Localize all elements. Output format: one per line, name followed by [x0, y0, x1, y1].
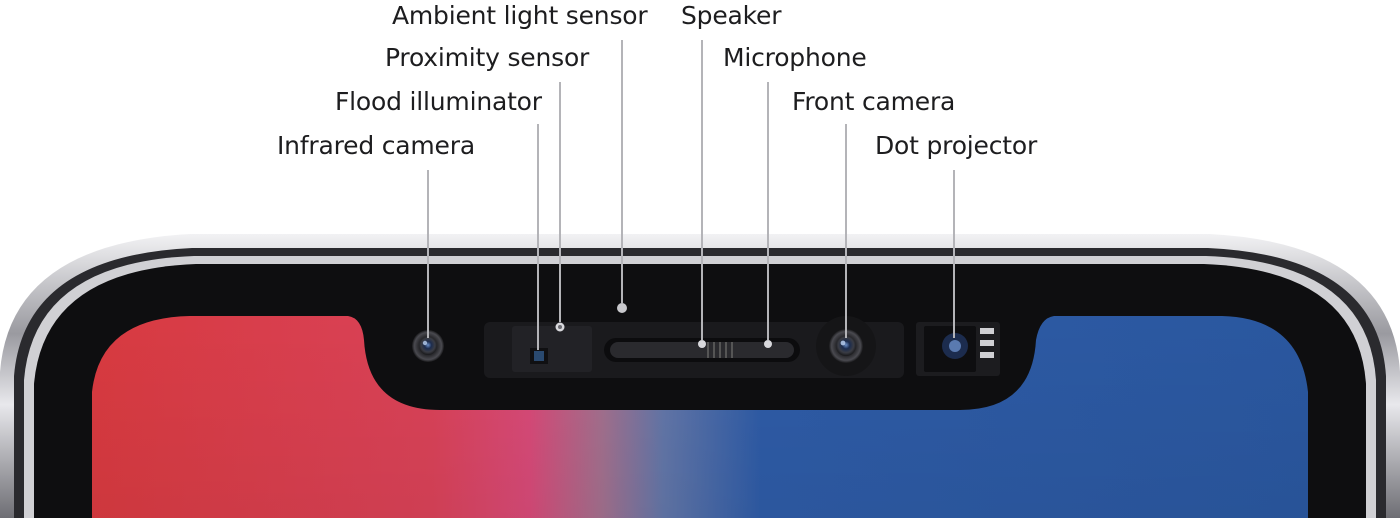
label-speaker: Speaker — [681, 1, 782, 30]
label-ambient-light-sensor: Ambient light sensor — [392, 1, 648, 30]
speaker-grille-icon — [604, 338, 800, 362]
front-camera-icon — [816, 316, 876, 376]
infrared-camera-icon — [412, 330, 444, 362]
label-microphone: Microphone — [723, 43, 867, 72]
flood-illuminator-icon — [530, 348, 548, 364]
leader-lines — [427, 40, 955, 350]
speaker-dot-icon — [698, 340, 706, 348]
label-proximity-sensor: Proximity sensor — [385, 43, 590, 72]
dot-projector-icon — [916, 322, 1000, 376]
proximity-sensor-icon — [555, 322, 565, 332]
label-infrared-camera: Infrared camera — [277, 131, 475, 160]
label-front-camera: Front camera — [792, 87, 956, 116]
ambient-light-sensor-icon — [617, 303, 627, 313]
display-shade — [92, 316, 1308, 518]
label-dot-projector: Dot projector — [875, 131, 1038, 160]
microphone-dot-icon — [764, 340, 772, 348]
label-flood-illuminator: Flood illuminator — [335, 87, 542, 116]
